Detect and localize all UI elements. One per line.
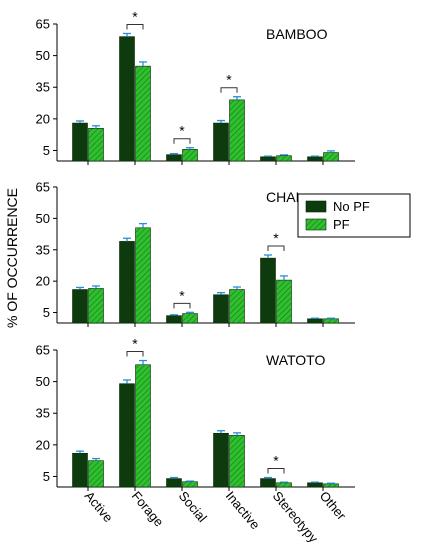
y-tick-label: 20: [36, 111, 50, 126]
legend-swatch-pf: [305, 218, 327, 231]
y-tick-label: 20: [36, 274, 50, 289]
bar-pf: [276, 155, 292, 162]
x-category-label: Inactive: [223, 488, 263, 532]
significance-bracket: [173, 138, 191, 144]
bar-no-pf: [213, 122, 229, 162]
y-tick-label: 5: [43, 305, 50, 320]
bar-pf: [88, 460, 104, 488]
x-category-label: Stereotypy: [270, 488, 322, 546]
bar-pf: [88, 128, 104, 162]
bar-no-pf: [72, 289, 88, 324]
bar-pf: [323, 152, 339, 162]
significance-star: *: [132, 336, 138, 352]
y-tick-label: 65: [36, 17, 50, 32]
x-category-label: Other: [317, 488, 350, 523]
legend-label: PF: [333, 217, 350, 232]
bar-no-pf: [307, 318, 323, 324]
significance-bracket: [267, 468, 285, 474]
bar-no-pf: [166, 478, 182, 488]
bar-pf: [323, 483, 339, 488]
bar-pf: [135, 65, 151, 162]
x-category-label: Forage: [129, 488, 167, 529]
y-tick-label: 50: [36, 211, 50, 226]
x-category-label: Active: [82, 488, 116, 525]
bar-pf: [229, 435, 245, 488]
bar-no-pf: [307, 156, 323, 162]
bar-no-pf: [213, 432, 229, 488]
y-tick-label: 35: [36, 242, 50, 257]
chart-panel-bamboo: 5 20 35 50 65 BAMBOO * * *: [36, 8, 355, 165]
bar-no-pf: [307, 482, 323, 488]
bar-no-pf: [119, 383, 135, 488]
significance-bracket: [267, 245, 285, 251]
significance-star: *: [226, 72, 232, 88]
significance-bracket: [126, 351, 144, 357]
y-tick-label: 65: [36, 343, 50, 358]
significance-star: *: [179, 123, 185, 139]
bar-no-pf: [72, 452, 88, 488]
bar-pf: [229, 289, 245, 324]
bar-no-pf: [260, 478, 276, 488]
chart-panel-chai: 5 20 35 50 65 CHAI * * No PF PF: [36, 180, 411, 327]
significance-star: *: [273, 230, 279, 246]
panel-title: WATOTO: [266, 352, 325, 368]
y-tick-label: 50: [36, 48, 50, 63]
y-tick-label: 50: [36, 374, 50, 389]
y-tick-label: 5: [43, 143, 50, 158]
bar-no-pf: [213, 294, 229, 324]
bar-pf: [323, 318, 339, 324]
significance-bracket: [220, 87, 238, 93]
y-tick-label: 20: [36, 437, 50, 452]
y-tick-label: 65: [36, 180, 50, 195]
significance-bracket: [173, 302, 191, 309]
bar-pf: [276, 279, 292, 324]
bar-no-pf: [72, 122, 88, 162]
bar-pf: [182, 149, 198, 162]
bar-no-pf: [260, 257, 276, 324]
bar-no-pf: [166, 315, 182, 324]
y-tick-label: 35: [36, 406, 50, 421]
bar-pf: [276, 482, 292, 488]
bar-no-pf: [260, 156, 276, 162]
chart-panel-watoto: 5 20 35 50 65 WATOTO * * Active Forage Social Inact…: [36, 336, 355, 546]
y-tick-label: 5: [43, 469, 50, 484]
y-axis-label: % OF OCCURRENCE: [4, 188, 20, 328]
x-category-label: Social: [176, 488, 210, 525]
significance-bracket: [126, 23, 144, 30]
panel-title: BAMBOO: [266, 26, 328, 42]
significance-star: *: [132, 8, 138, 24]
bar-pf: [229, 99, 245, 162]
bar-no-pf: [166, 154, 182, 162]
legend-label: No PF: [333, 199, 370, 214]
legend: No PF PF: [297, 193, 411, 238]
significance-star: *: [179, 287, 185, 303]
bar-no-pf: [119, 241, 135, 324]
panel-title: CHAI: [266, 189, 299, 205]
significance-star: *: [273, 453, 279, 469]
bar-pf: [182, 313, 198, 324]
bar-pf: [135, 364, 151, 488]
bar-no-pf: [119, 36, 135, 162]
bar-pf: [88, 288, 104, 324]
bar-pf: [182, 481, 198, 488]
legend-swatch-no-pf: [305, 200, 327, 213]
y-tick-label: 35: [36, 80, 50, 95]
chart-panels: 5 20 35 50 65 BAMBOO * * * 5 20 35 50 65 CHAI * * No PF PF…: [36, 8, 411, 546]
bar-pf: [135, 227, 151, 324]
